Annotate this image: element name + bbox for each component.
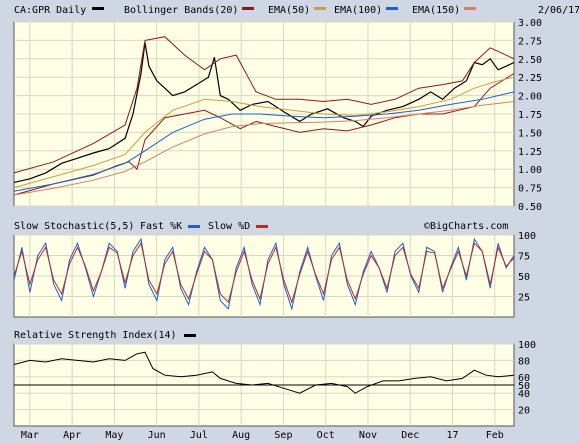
price-tick-5: 1.75 <box>518 110 542 121</box>
price-tick-7: 1.25 <box>518 147 542 158</box>
stochastic-tick-3: 25 <box>518 293 530 304</box>
stochastic-title: Slow Stochastic(5,5) <box>14 221 134 232</box>
header: CA:GPR Daily 2/06/17 <box>14 5 579 16</box>
month-label-10: 17 <box>446 430 458 441</box>
watermark: ©BigCharts.com <box>424 221 508 232</box>
price-tick-0: 3.00 <box>518 18 542 29</box>
legend-label-2: EMA(100) <box>334 5 382 16</box>
month-label-6: Sep <box>274 430 292 441</box>
slow-d-label: Slow %D <box>208 221 250 232</box>
legend-label-3: EMA(150) <box>412 5 460 16</box>
rsi-series-rsi-14- <box>13 351 515 394</box>
price-series-bollinger-bands-20-upper <box>13 36 515 174</box>
month-label-0: Mar <box>21 430 39 441</box>
price-tick-8: 1.00 <box>518 165 542 176</box>
fast-k-swatch <box>188 225 200 228</box>
stochastic-series <box>13 237 515 311</box>
month-label-5: Aug <box>232 430 250 441</box>
month-label-3: Jun <box>148 430 166 441</box>
price-series-price <box>13 42 515 183</box>
month-label-11: Feb <box>486 430 504 441</box>
stochastic-header: Slow Stochastic(5,5) Fast %K Slow %D ©Bi… <box>14 221 508 232</box>
rsi-swatch <box>184 334 196 337</box>
symbol-label: CA:GPR Daily <box>14 5 86 16</box>
rsi-title: Relative Strength Index(14) <box>14 330 177 341</box>
rsi-tick-0: 100 <box>518 340 536 351</box>
stochastic-series-slow-d <box>13 241 515 304</box>
price-series-ema-150- <box>13 101 515 196</box>
price-series-ema-100- <box>13 91 515 192</box>
rsi-tick-4: 40 <box>518 389 530 400</box>
month-label-2: May <box>105 430 123 441</box>
price-tick-3: 2.25 <box>518 73 542 84</box>
legend-swatch-1 <box>314 7 326 10</box>
stochastic-tick-1: 75 <box>518 252 530 263</box>
price-y-axis: 3.00 2.75 2.50 2.25 2.00 1.75 1.50 1.25 1.00 0.75… <box>518 18 542 213</box>
rsi-header: Relative Strength Index(14) <box>14 330 196 341</box>
stochastic-tick-0: 100 <box>518 231 536 242</box>
legend-label-1: EMA(50) <box>268 5 310 16</box>
legend-swatch-0 <box>242 7 254 10</box>
price-series-bollinger-bands-20-lower <box>13 73 515 196</box>
price-tick-4: 2.00 <box>518 92 542 103</box>
price-series-ema-50- <box>13 76 515 189</box>
price-tick-9: 0.75 <box>518 184 542 195</box>
month-label-9: Dec <box>401 430 419 441</box>
month-label-7: Oct <box>317 430 335 441</box>
price-tick-2: 2.50 <box>518 55 542 66</box>
stochastic-y-axis: 100 75 50 25 <box>518 231 536 304</box>
legend-swatch-2 <box>386 7 398 10</box>
price-tick-6: 1.50 <box>518 128 542 139</box>
price-legend-swatch <box>92 7 104 10</box>
date-label: 2/06/17 <box>538 5 579 16</box>
month-label-4: Jul <box>190 430 208 441</box>
price-tick-10: 0.50 <box>518 202 542 213</box>
price-tick-1: 2.75 <box>518 36 542 47</box>
legend-label-0: Bollinger Bands(20) <box>124 5 238 16</box>
legend-swatch-3 <box>464 7 476 10</box>
rsi-tick-2: 60 <box>518 373 530 384</box>
rsi-series <box>13 351 515 394</box>
header-legend: Bollinger Bands(20) EMA(50) EMA(100) EMA(15… <box>124 5 476 16</box>
stochastic-tick-2: 50 <box>518 272 530 283</box>
fast-k-label: Fast %K <box>140 221 182 232</box>
month-label-8: Nov <box>359 430 377 441</box>
x-axis-months: Mar Apr May Jun Jul Aug Sep Oct Nov Dec 17 Feb <box>21 430 504 441</box>
month-label-1: Apr <box>63 430 81 441</box>
rsi-tick-5: 20 <box>518 406 530 417</box>
slow-d-swatch <box>256 225 268 228</box>
price-series <box>13 36 515 196</box>
rsi-tick-3: 50 <box>518 381 530 392</box>
rsi-tick-1: 80 <box>518 356 530 367</box>
